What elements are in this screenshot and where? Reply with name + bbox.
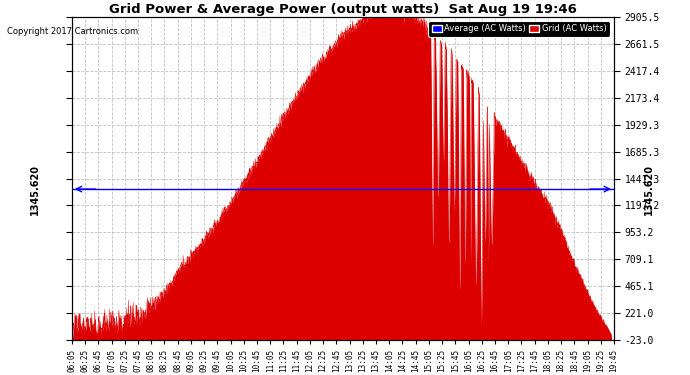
Text: Copyright 2017 Cartronics.com: Copyright 2017 Cartronics.com xyxy=(7,27,138,36)
Text: 1345.620: 1345.620 xyxy=(644,164,653,214)
Legend: Average (AC Watts), Grid (AC Watts): Average (AC Watts), Grid (AC Watts) xyxy=(428,21,610,37)
Title: Grid Power & Average Power (output watts)  Sat Aug 19 19:46: Grid Power & Average Power (output watts… xyxy=(109,3,577,16)
Text: 1345.620: 1345.620 xyxy=(30,164,40,214)
